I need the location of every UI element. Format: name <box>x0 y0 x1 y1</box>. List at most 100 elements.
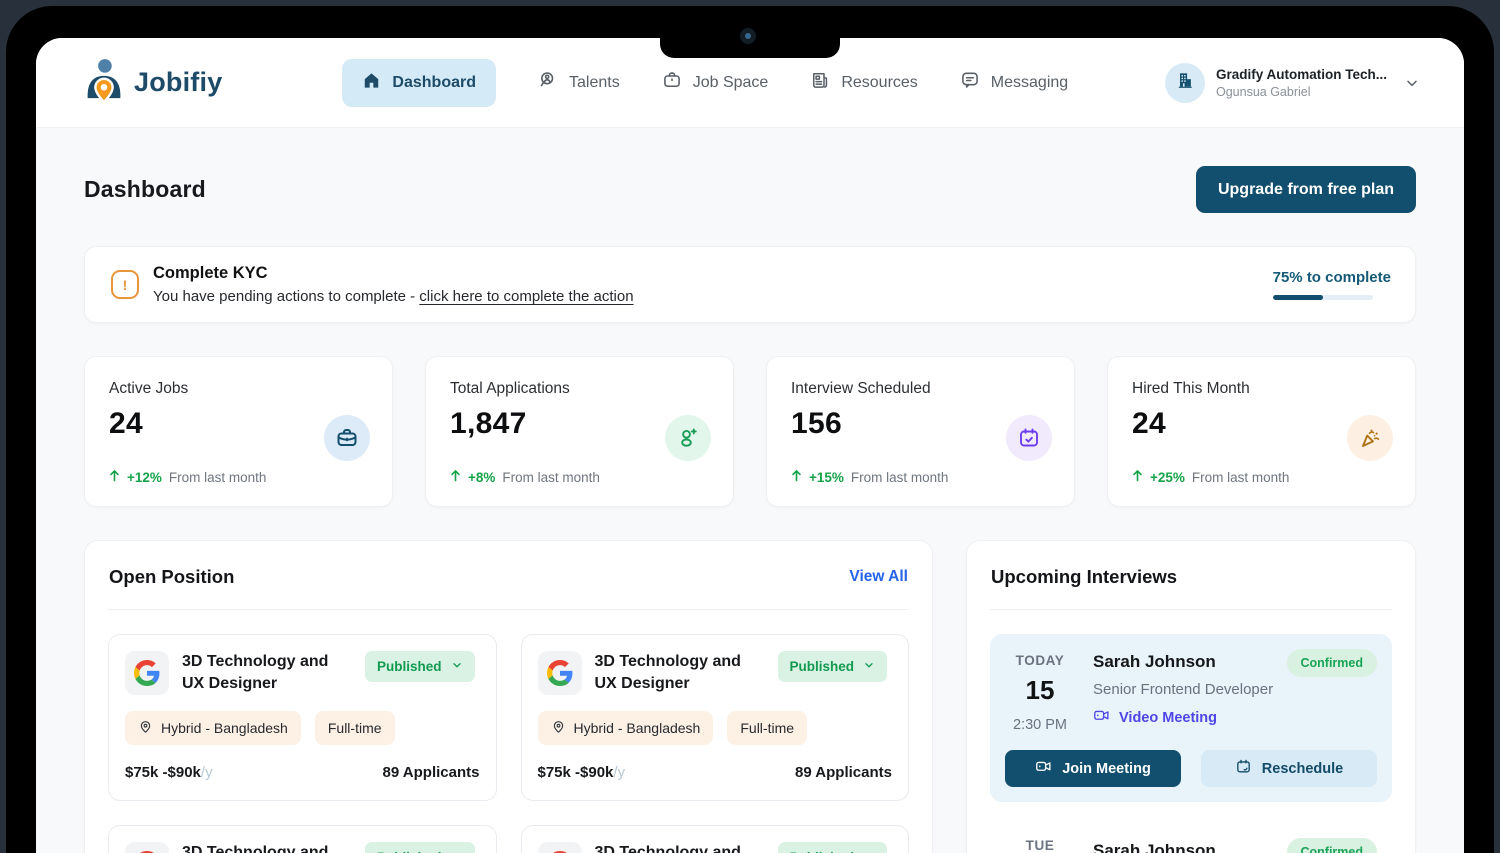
chevron-down-icon <box>863 659 875 674</box>
nav-item-job-space[interactable]: Job Space <box>662 70 769 95</box>
job-tags: Hybrid - Bangladesh Full-time <box>538 711 893 745</box>
party-popper-icon <box>1347 415 1393 461</box>
published-status-dropdown[interactable]: Published <box>778 651 888 682</box>
meeting-type-link[interactable]: Video Meeting <box>1093 707 1287 728</box>
nav-item-resources[interactable]: Resources <box>810 70 917 95</box>
trend-note: From last month <box>1192 470 1290 485</box>
interview-date: TUE <box>1005 838 1075 853</box>
view-all-link[interactable]: View All <box>849 568 908 586</box>
interview-actions: Join Meeting Reschedule <box>1005 750 1377 787</box>
arrow-up-icon <box>450 469 461 485</box>
job-card[interactable]: 3D Technology and UX Designer Published … <box>108 634 497 801</box>
building-icon <box>1175 70 1195 95</box>
salary-amount: $75k -$90k <box>125 764 201 781</box>
stat-trend: +15% From last month <box>791 469 948 485</box>
job-card-bottom: $75k -$90k/y 89 Applicants <box>538 764 893 781</box>
reschedule-button[interactable]: Reschedule <box>1201 750 1377 787</box>
account-user-name: Ogunsua Gabriel <box>1216 85 1387 99</box>
job-card-top: 3D Technology and UX Designer Published <box>125 651 480 696</box>
logo-text: Jobifiy <box>134 67 222 98</box>
job-title: 3D Technology and UX Designer <box>182 842 352 853</box>
job-title: 3D Technology and UX Designer <box>595 842 765 853</box>
job-card[interactable]: 3D Technology and UX Designer Published … <box>521 634 910 801</box>
salary-amount: $75k -$90k <box>538 764 614 781</box>
stat-label: Interview Scheduled <box>791 380 1050 398</box>
nav-item-messaging[interactable]: Messaging <box>960 70 1068 95</box>
type-label: Full-time <box>328 720 382 736</box>
app-logo[interactable]: Jobifiy <box>84 57 222 108</box>
join-meeting-label: Join Meeting <box>1062 761 1151 777</box>
stats-row: Active Jobs 24 +12% From last month <box>84 356 1416 507</box>
briefcase-icon <box>662 70 682 95</box>
google-logo <box>125 651 169 695</box>
interview-card: TODAY 15 2:30 PM Sarah Johnson Senior Fr… <box>990 634 1392 802</box>
job-card[interactable]: 3D Technology and UX Designer Published … <box>108 825 497 853</box>
published-status-dropdown[interactable]: Published <box>365 651 475 682</box>
job-title: 3D Technology and UX Designer <box>182 651 352 696</box>
join-meeting-button[interactable]: Join Meeting <box>1005 750 1181 787</box>
stat-trend: +8% From last month <box>450 469 600 485</box>
video-camera-icon <box>1035 758 1052 779</box>
location-label: Hybrid - Bangladesh <box>161 720 288 736</box>
google-logo <box>538 842 582 853</box>
upgrade-plan-button[interactable]: Upgrade from free plan <box>1196 166 1416 213</box>
stat-label: Active Jobs <box>109 380 368 398</box>
interview-info: TODAY 15 2:30 PM Sarah Johnson Senior Fr… <box>1005 649 1377 733</box>
company-avatar <box>1165 63 1205 103</box>
location-pin-icon <box>551 719 566 737</box>
arrow-up-icon <box>1132 469 1143 485</box>
location-tag: Hybrid - Bangladesh <box>125 711 301 745</box>
location-pin-icon <box>138 719 153 737</box>
nav-item-dashboard[interactable]: Dashboard <box>342 59 496 107</box>
job-card-top: 3D Technology and UX Designer Published <box>538 651 893 696</box>
talent-search-icon <box>538 70 558 95</box>
open-position-header: Open Position View All <box>108 564 909 588</box>
applicants-count: 89 Applicants <box>795 764 892 781</box>
stat-card-interview-scheduled: Interview Scheduled 156 +15% From last m… <box>766 356 1075 507</box>
stat-card-total-applications: Total Applications 1,847 +8% From last m… <box>425 356 734 507</box>
nav-label: Talents <box>569 74 620 92</box>
kyc-texts: Complete KYC You have pending actions to… <box>153 264 634 305</box>
candidate-name: Sarah Johnson <box>1093 652 1287 672</box>
divider <box>990 609 1392 610</box>
app-window: Jobifiy Dashboard Talents <box>36 38 1464 853</box>
job-card-bottom: $75k -$90k/y 89 Applicants <box>125 764 480 781</box>
kyc-banner: ! Complete KYC You have pending actions … <box>84 246 1416 323</box>
kyc-progress-label: 75% to complete <box>1273 269 1391 286</box>
trend-percent: +8% <box>468 470 495 485</box>
nav-label: Job Space <box>693 74 769 92</box>
published-status-dropdown[interactable]: Published <box>365 842 475 853</box>
kyc-complete-link[interactable]: click here to complete the action <box>419 288 633 305</box>
nav-item-talents[interactable]: Talents <box>538 70 620 95</box>
location-label: Hybrid - Bangladesh <box>574 720 701 736</box>
trend-percent: +25% <box>1150 470 1185 485</box>
dashboard-main: Dashboard Upgrade from free plan ! Compl… <box>36 128 1464 853</box>
person-add-icon <box>665 415 711 461</box>
chat-icon <box>960 70 980 95</box>
interview-date: TODAY 15 2:30 PM <box>1005 649 1075 733</box>
day-number: 15 <box>1005 675 1075 706</box>
open-position-panel: Open Position View All 3D Technology and… <box>84 540 933 853</box>
reschedule-label: Reschedule <box>1262 761 1343 777</box>
salary-range: $75k -$90k/y <box>538 764 626 781</box>
stat-trend: +12% From last month <box>109 469 266 485</box>
interview-details: Sarah Johnson <box>1093 838 1287 853</box>
video-camera-icon <box>1093 707 1110 728</box>
interview-details: Sarah Johnson Senior Frontend Developer … <box>1093 649 1287 733</box>
published-status-dropdown[interactable]: Published <box>778 842 888 853</box>
interview-time: 2:30 PM <box>1005 717 1075 733</box>
salary-range: $75k -$90k/y <box>125 764 213 781</box>
kyc-progress-bar <box>1273 295 1373 300</box>
job-card[interactable]: 3D Technology and UX Designer Published … <box>521 825 910 853</box>
job-cards-grid: 3D Technology and UX Designer Published … <box>108 634 909 853</box>
published-label: Published <box>377 659 442 674</box>
account-menu[interactable]: Gradify Automation Tech... Ogunsua Gabri… <box>1165 63 1420 103</box>
day-label: TODAY <box>1005 653 1075 668</box>
type-label: Full-time <box>740 720 794 736</box>
meeting-type-label: Video Meeting <box>1119 710 1217 726</box>
chevron-down-icon <box>451 659 463 674</box>
open-position-title: Open Position <box>109 566 234 588</box>
kyc-subtitle-prefix: You have pending actions to complete - <box>153 288 419 305</box>
trend-note: From last month <box>169 470 267 485</box>
nav-label: Dashboard <box>392 74 476 92</box>
